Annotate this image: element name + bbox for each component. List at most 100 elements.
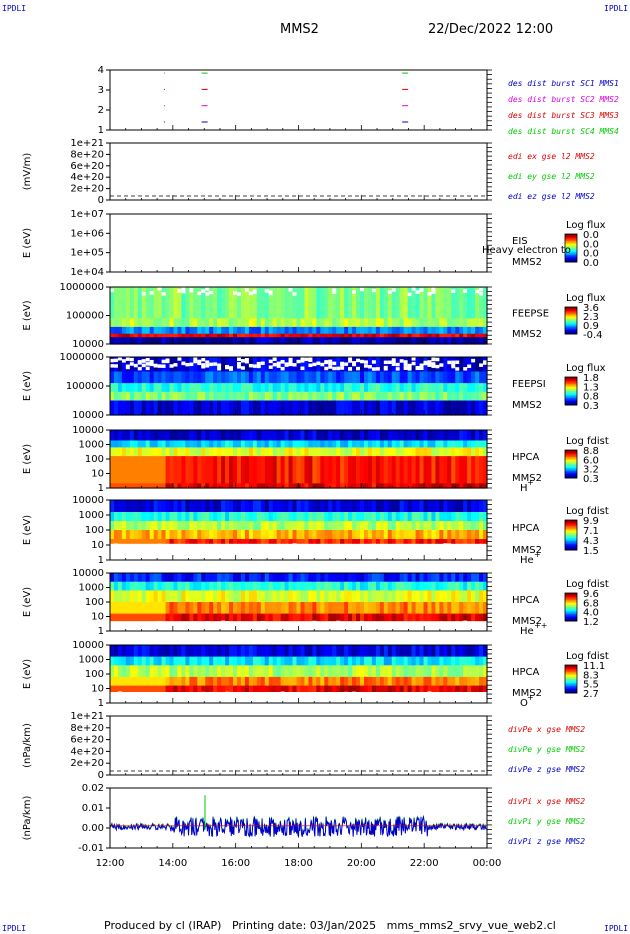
spectrogram-cell-feepsi: [471, 371, 476, 384]
spectrogram-cell-hpca_o: [415, 685, 421, 692]
spectrogram-cell-hpca_hepp: [352, 602, 357, 615]
cbar-cell-feepsi: [565, 396, 577, 399]
spectrogram-cell-feepse: [193, 287, 198, 319]
spectrogram-cell-feepse: [110, 326, 115, 335]
spectrogram-cell-hpca_h: [256, 430, 262, 442]
spectrogram-cell-feepse: [391, 326, 397, 335]
spectrogram-cell-hpca_o: [181, 656, 186, 666]
cbar-tick-feepse: 2.3: [583, 312, 599, 323]
spectrogram-cell-hpca_h: [471, 456, 476, 484]
spectrogram-cell-feepse: [467, 287, 472, 319]
spectrogram-cell-hpca_o: [248, 685, 254, 692]
cbar-cell-hpca_o: [565, 674, 577, 677]
spectrogram-cell-hpca_h: [336, 440, 341, 448]
spectrogram-gap-feepsi: [193, 357, 198, 361]
spectrogram-cell-hpca_o: [197, 685, 202, 692]
spectrogram-cell-feepse: [304, 337, 310, 345]
spectrogram-cell-hpca_hepp: [248, 602, 254, 615]
spectrogram-cell-hpca_he: [240, 539, 246, 544]
spectrogram-gap-feepse: [141, 291, 147, 296]
ytick-label-divpi: 0.00: [82, 823, 104, 834]
instrument-label-feepsi: FEEPSI: [512, 379, 546, 390]
spectrogram-gap-hpca_he: [332, 558, 337, 563]
spectrogram-cell-hpca_o: [205, 676, 210, 687]
cbar-tick-hpca_hepp: 1.2: [583, 617, 599, 628]
spectrogram-cell-feepsi: [189, 371, 194, 384]
cbar-cell-hpca_h: [565, 471, 577, 473]
spectrogram-cell-hpca_o: [340, 665, 345, 678]
spectrogram-cell-hpca_o: [352, 665, 357, 678]
spectrogram-cell-hpca_hepp: [276, 581, 282, 591]
spectrogram-cell-hpca_he: [217, 500, 222, 513]
spectrogram-cell-feepse: [340, 337, 345, 345]
spectrogram-cell-hpca_he: [185, 521, 190, 531]
spectrogram-cell-hpca_hepp: [209, 590, 214, 603]
spectrogram-cell-hpca_o: [451, 645, 456, 658]
spectrogram-cell-hpca_he: [252, 530, 258, 540]
spectrogram-cell-hpca_h: [260, 430, 266, 442]
spectrogram-cell-hpca_o: [153, 685, 159, 692]
spectrogram-cell-hpca_h: [181, 447, 186, 457]
spectrogram-cell-hpca_hepp: [304, 581, 310, 591]
cbar-cell-hpca_o: [565, 676, 577, 679]
spectrogram-cell-feepse: [399, 337, 405, 345]
spectrogram-gap-hpca_he: [221, 548, 226, 553]
spectrogram-cell-hpca_he: [229, 539, 234, 544]
spectrogram-cell-hpca_o: [193, 665, 198, 678]
spectrogram-cell-hpca_he: [348, 512, 353, 522]
spectrogram-cell-hpca_o: [110, 645, 115, 658]
spectrogram-cell-hpca_he: [177, 530, 183, 540]
spectrogram-cell-hpca_o: [284, 676, 290, 687]
spectrogram-cell-hpca_h: [252, 447, 258, 457]
spectrogram-cell-hpca_o: [193, 685, 198, 692]
spectrogram-cell-hpca_h: [379, 430, 385, 442]
spectrogram-cell-hpca_o: [431, 676, 437, 687]
spectrogram-cell-hpca_he: [272, 521, 278, 531]
spectrogram-cell-hpca_o: [177, 676, 183, 687]
spectrogram-cell-feepse: [316, 326, 321, 335]
spectrogram-cell-hpca_o: [435, 645, 440, 658]
spectrogram-cell-hpca_he: [367, 539, 373, 544]
spectrogram-cell-feepsi: [479, 383, 484, 393]
spectrogram-cell-hpca_h: [248, 440, 254, 448]
spectrogram-cell-feepsi: [363, 383, 369, 393]
spectrogram-cell-hpca_h: [403, 447, 409, 457]
spectrogram-cell-hpca_o: [459, 665, 464, 678]
spectrogram-cell-hpca_he: [447, 512, 452, 522]
spectrogram-cell-hpca_he: [344, 500, 349, 513]
spectrogram-cell-hpca_h: [185, 456, 190, 484]
spectrogram-gap-feepsi: [340, 366, 345, 370]
spectrogram-cell-hpca_o: [467, 665, 472, 678]
spectrogram-cell-feepsi: [328, 400, 333, 416]
spectrogram-cell-hpca_hepp: [403, 581, 409, 591]
spectrogram-gap-feepsi: [141, 363, 147, 368]
ytick-label-divpe: 2e+20: [70, 758, 104, 769]
spectrogram-cell-hpca_o: [356, 665, 361, 678]
spectrogram-cell-hpca_he: [371, 500, 377, 513]
spectrogram-gap-hpca_hepp: [205, 621, 210, 625]
spectrogram-gap-hpca_o: [173, 701, 179, 706]
spectrogram-cell-hpca_o: [367, 656, 373, 666]
spectrogram-cell-feepsi: [324, 400, 329, 416]
spectrogram-cell-feepsi: [256, 383, 262, 393]
spectrogram-cell-feepsi: [225, 400, 230, 416]
spectrogram-cell-hpca_he: [455, 530, 460, 540]
spectrogram-cell-hpca_he: [340, 500, 345, 513]
spectrogram-cell-feepse: [284, 326, 290, 335]
spectrogram-cell-feepse: [197, 326, 202, 335]
spectrogram-cell-feepse: [209, 326, 214, 335]
spectrogram-cell-hpca_hepp: [113, 581, 119, 591]
spectrogram-cell-hpca_he: [189, 530, 194, 540]
spectrogram-cell-feepse: [217, 337, 222, 345]
spectrogram-cell-hpca_hepp: [391, 602, 397, 615]
spectrogram-cell-hpca_o: [399, 645, 405, 658]
spectrogram-cell-hpca_h: [332, 440, 337, 448]
spectrogram-gap-hpca_o: [217, 692, 222, 697]
spectrogram-cell-hpca_o: [121, 676, 127, 687]
spectrogram-cell-hpca_he: [244, 530, 250, 540]
spectrogram-cell-hpca_hepp: [399, 590, 405, 603]
spectrogram-gap-hpca_o: [260, 697, 266, 702]
spectrogram-cell-hpca_he: [252, 521, 258, 531]
spectrogram-cell-hpca_he: [360, 512, 365, 522]
spectrogram-cell-hpca_hepp: [121, 590, 127, 603]
